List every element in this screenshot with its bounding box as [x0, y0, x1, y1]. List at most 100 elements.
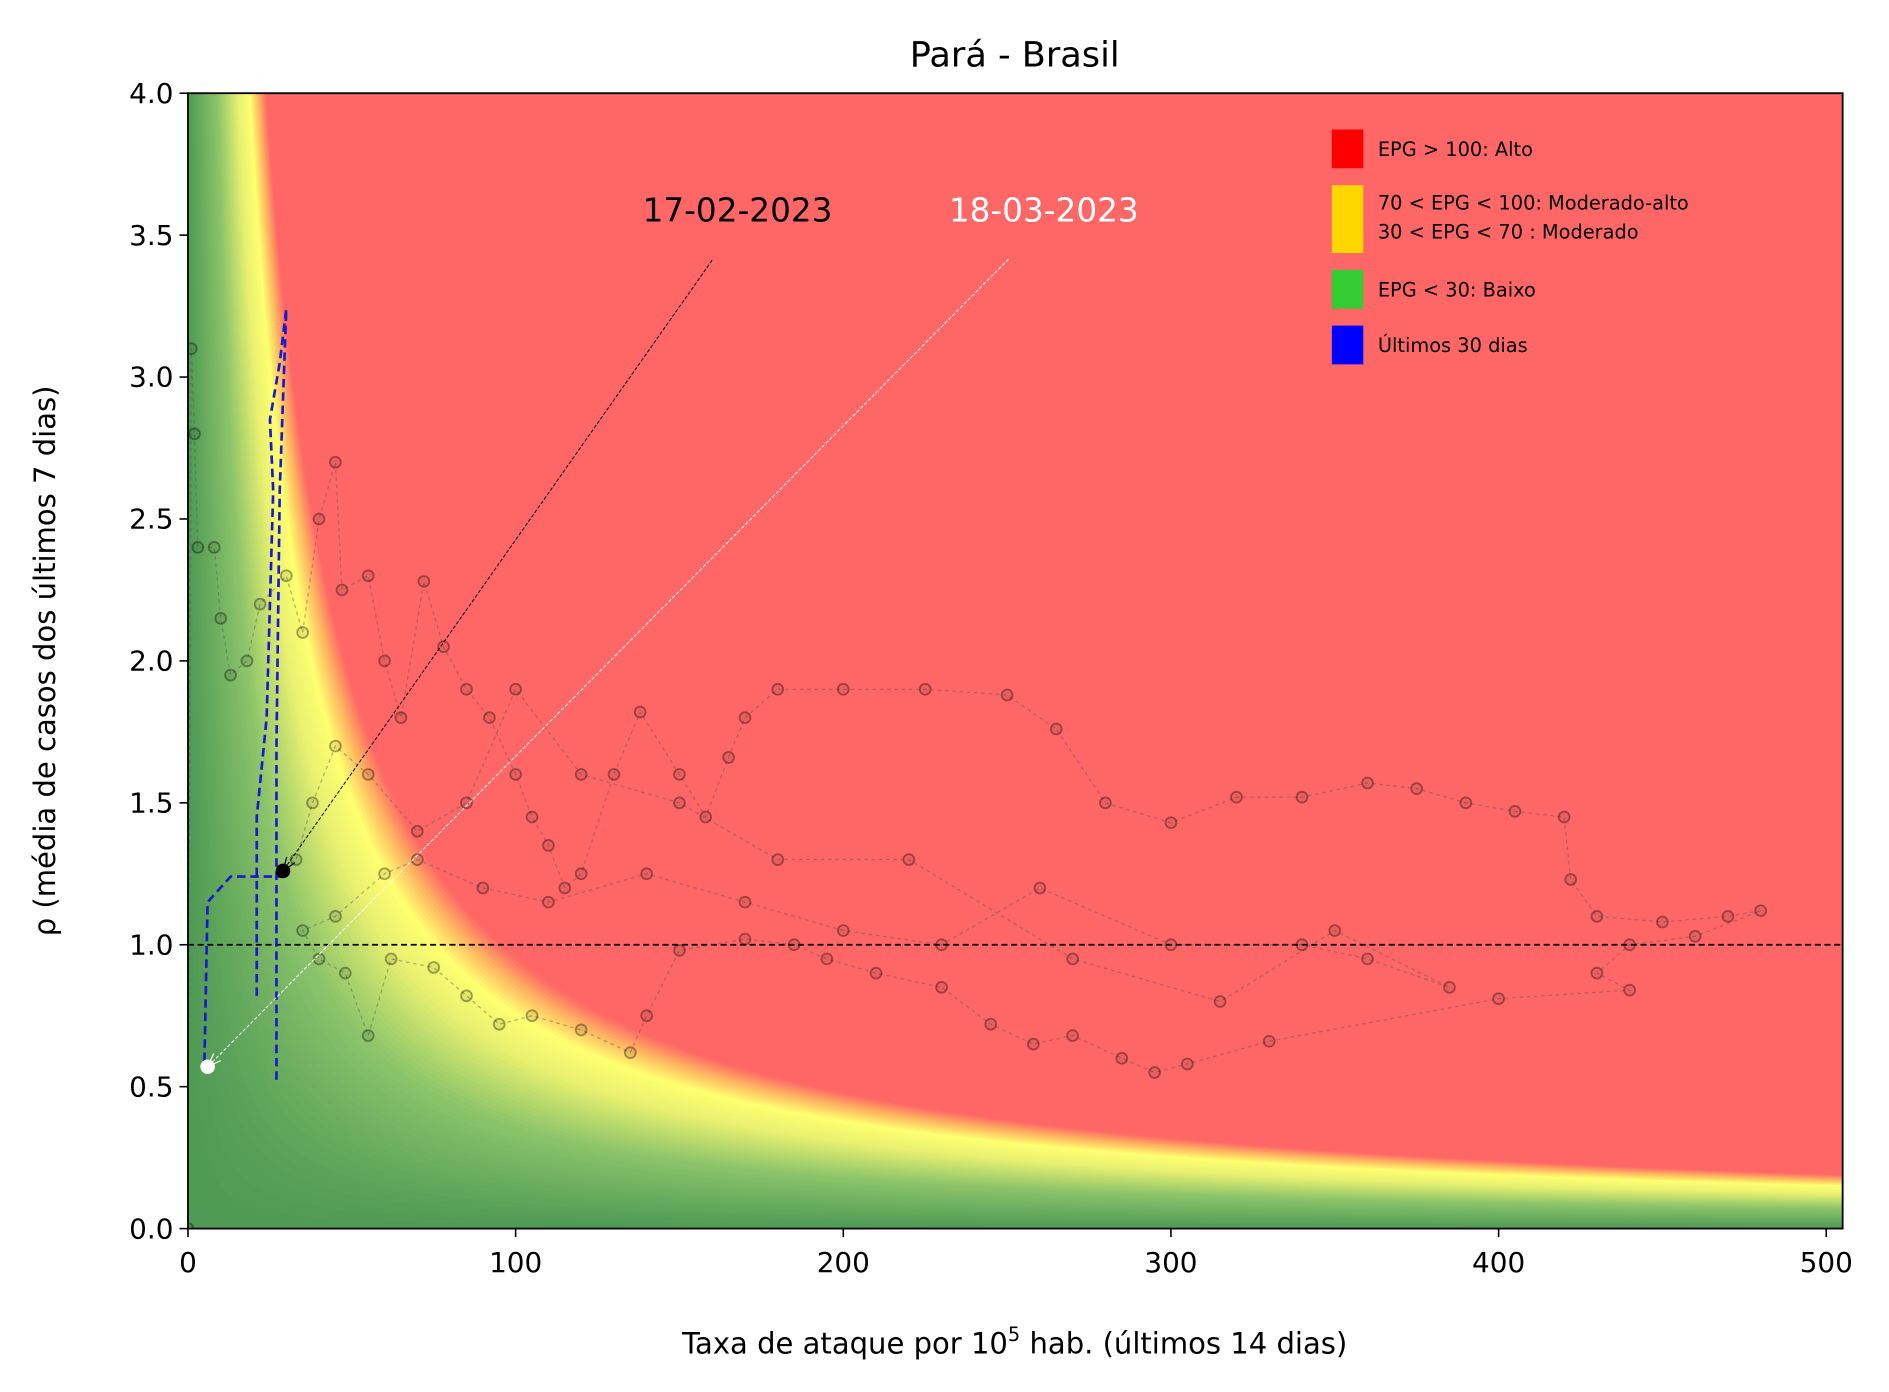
heatmap — [187, 93, 1843, 1229]
point — [253, 597, 267, 611]
point — [1721, 910, 1735, 923]
point — [525, 1009, 539, 1023]
point — [509, 682, 522, 696]
annotation-text: 17-02-2023 — [643, 192, 833, 230]
point — [1564, 873, 1578, 886]
y-axis-label: ρ (média de casos dos últimos 7 dias) — [28, 386, 62, 937]
point — [279, 569, 293, 583]
point — [738, 932, 752, 946]
y-tick-label: 4.0 — [129, 77, 173, 110]
point — [378, 867, 391, 881]
y-tick-label: 2.0 — [129, 645, 173, 678]
point — [187, 1222, 195, 1229]
legend-label: Últimos 30 dias — [1378, 333, 1528, 357]
heatmap-band — [269, 93, 1843, 1173]
annotation-point — [275, 863, 291, 879]
point — [1656, 915, 1669, 929]
point — [902, 853, 916, 866]
point — [1164, 816, 1178, 830]
point — [1443, 980, 1456, 994]
y-tick-label: 3.5 — [129, 219, 173, 252]
point — [935, 938, 948, 952]
point — [214, 611, 228, 625]
x-tick-label: 300 — [1144, 1246, 1197, 1279]
point — [1262, 1034, 1276, 1048]
legend-label: EPG > 100: Alto — [1378, 138, 1533, 161]
x-axis-label-part: Taxa de ataque por 10 — [681, 1326, 1008, 1360]
point — [191, 541, 205, 554]
annotation-text: 18-03-2023 — [949, 192, 1139, 230]
point — [1688, 929, 1702, 943]
point — [673, 944, 686, 957]
x-tick-label: 100 — [489, 1246, 542, 1279]
point — [460, 682, 473, 696]
point — [673, 796, 686, 810]
point — [1049, 722, 1063, 736]
point — [558, 881, 572, 895]
x-tick-label: 200 — [817, 1246, 870, 1279]
chart-title: Pará - Brasil — [910, 35, 1120, 76]
point — [410, 853, 424, 866]
point — [623, 1046, 637, 1059]
x-axis-label: Taxa de ataque por 105 hab. (últimos 14 … — [681, 1323, 1347, 1360]
point — [1590, 910, 1604, 923]
y-tick-label: 3.0 — [129, 361, 173, 394]
point — [361, 1029, 375, 1042]
point — [525, 810, 539, 824]
point — [1459, 796, 1473, 810]
y-tick-label: 1.0 — [129, 928, 173, 961]
point — [820, 952, 834, 966]
point — [574, 1023, 588, 1037]
y-tick-label: 2.5 — [129, 503, 173, 536]
x-axis-label-part: hab. (últimos 14 dias) — [1020, 1326, 1347, 1360]
legend-swatch — [1331, 185, 1364, 253]
point — [574, 768, 588, 781]
point — [338, 966, 352, 980]
point — [836, 924, 850, 937]
annotation-arrow — [282, 259, 713, 872]
x-tick-label: 500 — [1800, 1246, 1853, 1279]
point — [329, 739, 342, 753]
point — [1623, 938, 1637, 952]
point — [224, 668, 237, 682]
point — [1492, 992, 1505, 1006]
point — [476, 881, 490, 895]
annotation-arrow — [207, 258, 1009, 1068]
point — [1590, 966, 1604, 980]
point — [1000, 688, 1014, 702]
point — [699, 810, 713, 824]
point — [509, 768, 522, 781]
y-tick-label: 1.5 — [129, 787, 173, 820]
point — [207, 541, 221, 554]
point — [542, 895, 555, 909]
legend-label: 30 < EPG < 70 : Moderado — [1378, 220, 1639, 243]
point — [329, 910, 342, 923]
point — [869, 966, 883, 980]
point — [437, 640, 450, 654]
point — [787, 938, 801, 952]
annotation-point — [200, 1059, 215, 1075]
point — [1115, 1051, 1129, 1065]
point — [240, 654, 254, 668]
point — [640, 1009, 654, 1023]
point — [1066, 1029, 1080, 1042]
point — [394, 711, 408, 725]
point — [935, 980, 948, 994]
point — [378, 654, 391, 668]
point — [722, 751, 735, 764]
point — [1213, 995, 1227, 1008]
point — [329, 455, 342, 469]
point — [361, 768, 375, 781]
point — [384, 952, 398, 966]
point — [460, 989, 473, 1003]
point — [1148, 1066, 1161, 1079]
legend-label: 70 < EPG < 100: Moderado-alto — [1378, 191, 1689, 214]
point — [1328, 924, 1342, 937]
point — [1180, 1057, 1194, 1071]
point — [984, 1017, 998, 1031]
point — [312, 512, 326, 526]
point — [296, 626, 310, 639]
point — [1623, 983, 1637, 997]
